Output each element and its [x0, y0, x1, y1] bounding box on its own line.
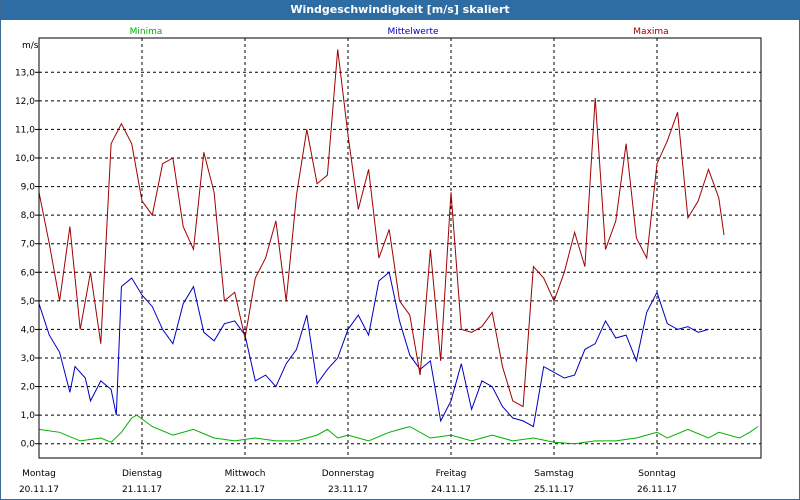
plot-area-border [38, 37, 762, 459]
x-tick-day-label: Sonntag [638, 469, 675, 479]
x-tick-date-label: 21.11.17 [122, 485, 162, 495]
maxima-line [38, 49, 725, 408]
y-tick-label: 12,0 [15, 97, 35, 107]
x-tick-day-label: Donnerstag [322, 469, 375, 479]
y-tick-label: 7,0 [21, 240, 36, 250]
mittelwerte-line [38, 271, 709, 428]
y-tick-label: 1,0 [21, 411, 36, 421]
y-tick-label: 6,0 [21, 268, 36, 278]
x-tick-date-label: 26.11.17 [637, 485, 677, 495]
legend-maxima: Maxima [633, 27, 668, 37]
x-tick-day-label: Mittwoch [225, 469, 266, 479]
x-tick-date-label: 24.11.17 [431, 485, 471, 495]
y-axis-unit: m/s [22, 41, 39, 51]
y-tick-label: 11,0 [15, 125, 35, 135]
legend-mittelwerte: Mittelwerte [387, 27, 438, 37]
y-tick-label: 13,0 [15, 68, 35, 78]
x-tick-date-label: 22.11.17 [225, 485, 265, 495]
legend-minima: Minima [130, 27, 163, 37]
y-tick-label: 8,0 [21, 211, 36, 221]
y-tick-label: 10,0 [15, 154, 35, 164]
y-tick-label: 0,0 [21, 440, 36, 450]
minima-line [38, 414, 759, 445]
y-tick-label: 5,0 [21, 297, 36, 307]
y-tick-label: 9,0 [21, 183, 36, 193]
y-tick-label: 2,0 [21, 383, 36, 393]
x-tick-day-label: Montag [22, 469, 56, 479]
x-tick-date-label: 23.11.17 [328, 485, 368, 495]
chart-title: Windgeschwindigkeit [m/s] skaliert [1, 0, 799, 20]
x-tick-day-label: Samstag [534, 469, 573, 479]
y-tick-label: 4,0 [21, 325, 36, 335]
x-tick-day-label: Dienstag [122, 469, 162, 479]
x-tick-day-label: Freitag [436, 469, 467, 479]
y-tick-label: 3,0 [21, 354, 36, 364]
x-tick-date-label: 25.11.17 [534, 485, 574, 495]
x-tick-date-label: 20.11.17 [19, 485, 59, 495]
